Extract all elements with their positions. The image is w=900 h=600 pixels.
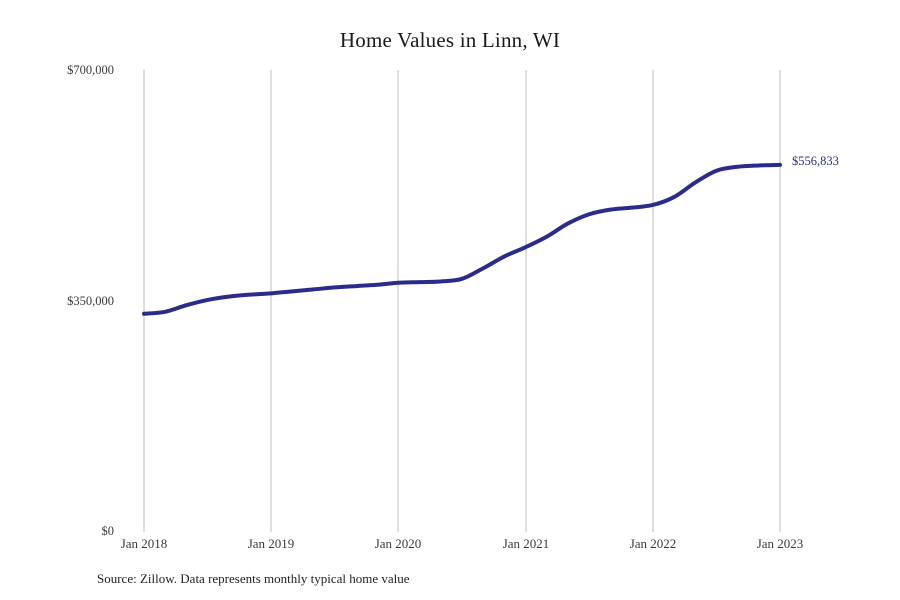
x-axis-tick-label-2022: Jan 2022	[629, 536, 677, 551]
gridlines	[143, 70, 781, 532]
x-axis-tick-label-2019: Jan 2019	[247, 536, 295, 551]
y-axis-tick-label-700000: $700,000	[67, 63, 114, 77]
x-axis-tick-label-2023: Jan 2023	[756, 536, 804, 551]
data-line-typical-home-value	[142, 162, 782, 316]
y-axis-tick-label-0: $0	[101, 524, 115, 538]
x-axis-tick-label-2018: Jan 2018	[120, 536, 168, 551]
x-axis-tick-label-2021: Jan 2021	[502, 536, 550, 551]
y-axis-tick-label-350000: $350,000	[67, 294, 114, 308]
x-axis-tick-label-2020: Jan 2020	[374, 536, 422, 551]
end-value-annotation: $556,833	[792, 153, 839, 168]
chart-title: Home Values in Linn, WI	[339, 28, 561, 52]
source-note: Source: Zillow. Data represents monthly …	[97, 571, 410, 586]
